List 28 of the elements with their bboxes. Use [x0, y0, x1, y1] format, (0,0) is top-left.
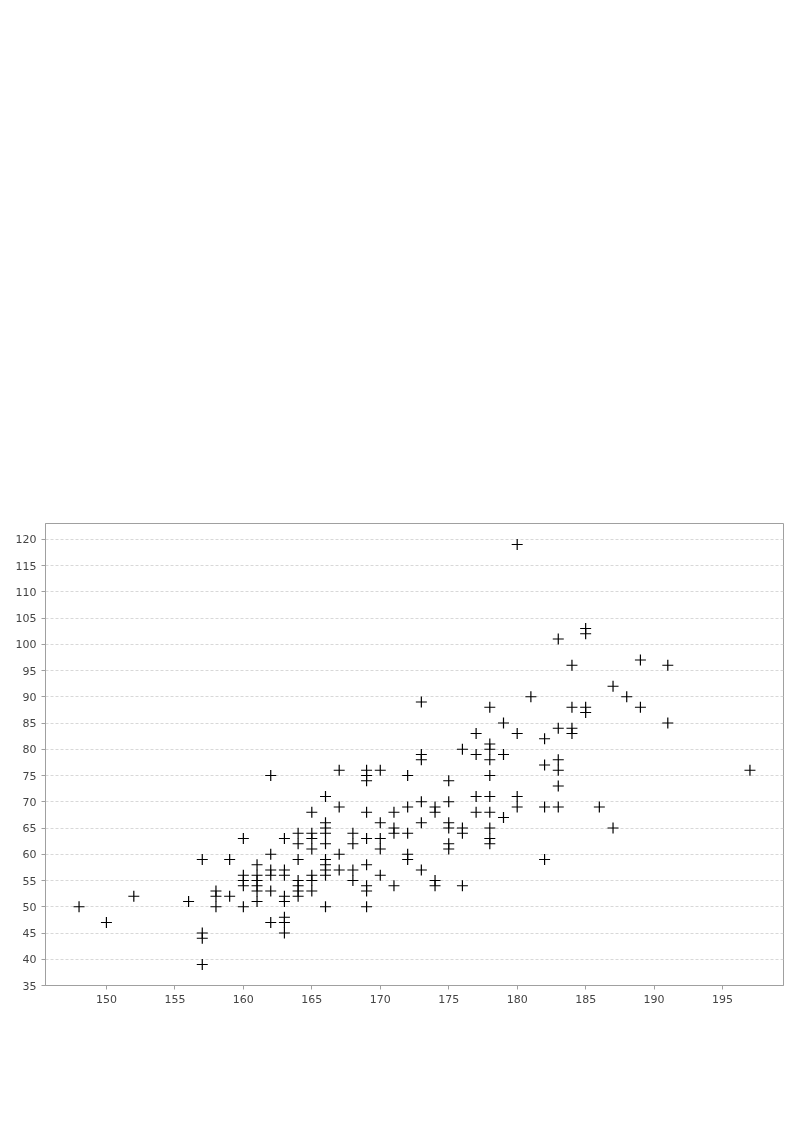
y-tick-label: 50: [22, 900, 37, 914]
x-tick-label: 155: [164, 992, 186, 1006]
x-tick-label: 190: [643, 992, 665, 1006]
y-tick-label: 70: [22, 795, 37, 809]
y-tick-label: 85: [22, 717, 37, 730]
x-tick-label: 195: [712, 992, 734, 1006]
y-tick-label: 65: [22, 822, 37, 835]
x-tick-label: 160: [232, 992, 254, 1006]
y-tick-label: 120: [15, 533, 37, 547]
y-tick-label: 100: [15, 638, 37, 652]
x-tick-label: 150: [95, 992, 117, 1006]
x-tick-label: 175: [438, 992, 460, 1006]
y-tick-label: 40: [22, 953, 37, 967]
y-tick-label: 60: [22, 848, 37, 862]
y-tick-label: 95: [22, 664, 37, 678]
y-tick-label: 110: [15, 585, 37, 599]
y-tick-label: 90: [22, 690, 37, 704]
x-tick-label: 170: [369, 992, 391, 1006]
y-tick-label: 105: [15, 612, 37, 625]
x-tick-label: 185: [575, 992, 597, 1006]
y-tick-label: 55: [22, 874, 37, 888]
y-tick-label: 45: [22, 927, 37, 940]
y-tick-label: 35: [22, 979, 37, 993]
y-tick-label: 80: [22, 743, 37, 757]
x-tick-label: 165: [301, 992, 323, 1006]
y-tick-label: 75: [22, 769, 37, 783]
y-tick-label: 115: [15, 559, 37, 573]
x-tick-label: 180: [506, 992, 528, 1006]
